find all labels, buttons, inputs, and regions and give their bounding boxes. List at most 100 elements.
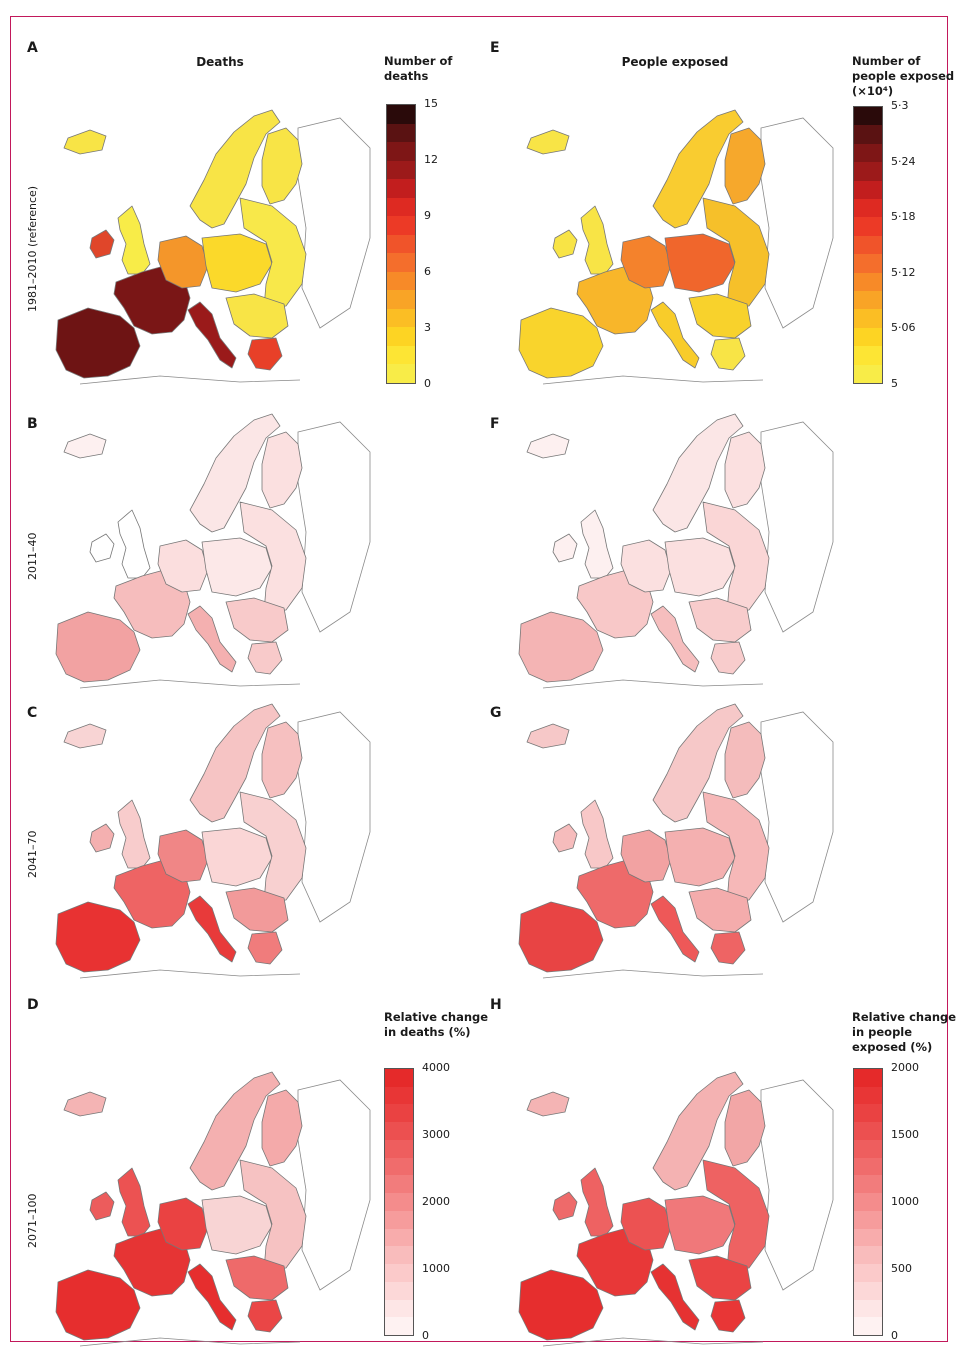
neighbouring-outline	[79, 1079, 371, 1347]
row-label-reference: 1981–2010 (reference)	[26, 185, 39, 312]
region-iberia	[55, 307, 141, 379]
region-iberia	[518, 611, 604, 683]
region-italy	[650, 605, 700, 673]
panel-letter-d: D	[27, 997, 39, 1013]
rel-exposed-colorbar-tick-label: 0	[891, 1329, 898, 1342]
neighbouring-outline	[542, 421, 834, 689]
deaths-colorbar-segment	[387, 234, 415, 254]
exposed-colorbar	[853, 106, 883, 384]
region-iceland	[63, 129, 107, 155]
region-balkans	[688, 887, 752, 933]
rel-deaths-colorbar-segment	[385, 1139, 413, 1158]
exposed-colorbar-tick-label: 5·24	[891, 154, 916, 168]
region-italy	[187, 605, 237, 673]
region-iceland	[63, 723, 107, 749]
deaths-colorbar-segment	[387, 253, 415, 272]
row-label-2041-70: 2041–70	[26, 830, 39, 879]
rel-deaths-colorbar	[384, 1068, 414, 1336]
neighbouring-outline	[542, 711, 834, 979]
rel-exposed-colorbar-segment	[854, 1139, 882, 1158]
map-panel-b	[55, 413, 371, 689]
rel-deaths-colorbar-segment	[385, 1175, 413, 1194]
exposed-colorbar-segment	[854, 125, 882, 144]
region-italy	[650, 301, 700, 369]
region-finland	[261, 431, 303, 509]
region-germany	[620, 829, 672, 883]
deaths-colorbar	[386, 104, 416, 384]
region-italy	[650, 1263, 700, 1331]
region-greece	[247, 931, 283, 965]
region-germany	[620, 1197, 672, 1251]
rel-deaths-colorbar-segment	[385, 1157, 413, 1176]
rel-exposed-colorbar-segment	[854, 1193, 882, 1211]
region-france	[113, 569, 191, 639]
region-germany	[620, 235, 672, 289]
region-balkans	[688, 293, 752, 339]
rel-exposed-colorbar-segment	[854, 1299, 882, 1318]
region-uk	[117, 205, 151, 275]
rel-deaths-colorbar-segment	[385, 1104, 413, 1123]
region-scandinavia	[652, 703, 744, 823]
deaths-column-title: Deaths	[196, 55, 244, 69]
panel-letter-c: C	[27, 705, 38, 721]
region-ireland	[89, 823, 115, 853]
rel-exposed-colorbar-tick-label: 1000	[891, 1195, 919, 1208]
rel-deaths-colorbar-tick-label: 3000	[422, 1128, 450, 1141]
region-iceland	[526, 433, 570, 459]
region-uk	[580, 1167, 614, 1237]
rel-exposed-colorbar-tick-label: 500	[891, 1262, 912, 1275]
map-panel-d	[55, 1071, 371, 1347]
map-panel-h	[518, 1071, 834, 1347]
region-iceland	[526, 129, 570, 155]
rel-exposed-colorbar-tick-label: 1500	[891, 1128, 919, 1141]
map-panel-g	[518, 703, 834, 979]
exposed-colorbar-segment	[854, 346, 882, 365]
rel-deaths-colorbar-segment	[385, 1264, 413, 1282]
deaths-colorbar-segment	[387, 105, 415, 124]
deaths-colorbar-segment	[387, 345, 415, 365]
region-central	[201, 233, 273, 293]
rel-exposed-colorbar-segment	[854, 1210, 882, 1229]
exposed-legend-title: Number of people exposed (×10⁴)	[852, 54, 955, 98]
rel-exposed-colorbar-segment	[854, 1281, 882, 1300]
deaths-colorbar-tick-label: 15	[424, 97, 438, 110]
exposed-colorbar-segment	[854, 309, 882, 328]
rel-deaths-colorbar-segment	[385, 1086, 413, 1105]
region-iceland	[63, 433, 107, 459]
region-germany	[157, 829, 209, 883]
exposed-colorbar-segment	[854, 254, 882, 273]
region-ireland	[552, 1191, 578, 1221]
rel-deaths-colorbar-tick-label: 2000	[422, 1195, 450, 1208]
region-finland	[724, 1089, 766, 1167]
region-iberia	[518, 901, 604, 973]
region-greece	[247, 1299, 283, 1333]
region-balkans	[688, 1255, 752, 1301]
rel-exposed-colorbar-tick-label: 2000	[891, 1061, 919, 1074]
rel-deaths-colorbar-segment	[385, 1281, 413, 1300]
deaths-colorbar-segment	[387, 271, 415, 291]
region-finland	[724, 431, 766, 509]
rel-deaths-colorbar-segment	[385, 1246, 413, 1265]
deaths-legend-title: Number of deaths	[384, 54, 453, 83]
rel-deaths-colorbar-segment	[385, 1193, 413, 1211]
region-france	[113, 1227, 191, 1297]
rel-deaths-colorbar-tick-label: 0	[422, 1329, 429, 1342]
exposed-column-title: People exposed	[621, 55, 729, 69]
neighbouring-outline	[79, 711, 371, 979]
rel-deaths-colorbar-segment	[385, 1210, 413, 1229]
exposed-colorbar-segment	[854, 162, 882, 181]
panel-letter-a: A	[27, 40, 38, 56]
deaths-colorbar-tick-label: 6	[424, 265, 431, 278]
region-france	[113, 265, 191, 335]
deaths-colorbar-segment	[387, 216, 415, 235]
neighbouring-outline	[542, 1079, 834, 1347]
region-scandinavia	[652, 413, 744, 533]
region-ireland	[89, 533, 115, 563]
panel-letter-e: E	[490, 40, 500, 56]
region-greece	[247, 337, 283, 371]
region-iberia	[55, 1269, 141, 1341]
region-france	[576, 265, 654, 335]
map-panel-f	[518, 413, 834, 689]
neighbouring-outline	[542, 117, 834, 385]
region-uk	[580, 509, 614, 579]
